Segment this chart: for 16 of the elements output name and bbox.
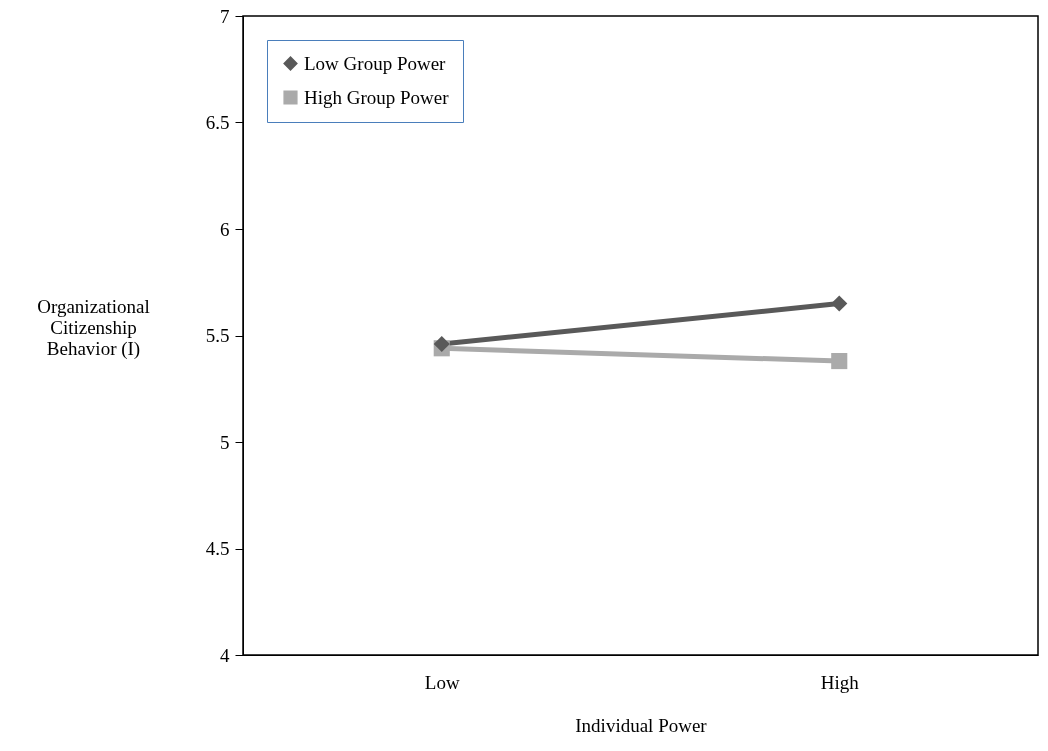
- x-axis-title: Individual Power: [575, 714, 708, 736]
- legend-label: Low Group Power: [304, 52, 447, 74]
- y-axis-title: Organizational Citizenship Behavior (I): [37, 295, 150, 360]
- y-tick-label: 6: [220, 218, 230, 240]
- point: [831, 295, 848, 312]
- x-tick-label: High: [820, 671, 860, 693]
- point: [433, 335, 450, 353]
- y-tick-label: 4.5: [205, 538, 230, 559]
- x-tick-label: Low: [424, 671, 460, 693]
- y-tick-label: 6.5: [205, 112, 230, 133]
- legend-label: High Group Power: [304, 86, 450, 108]
- y-tick-label: 4: [220, 644, 230, 666]
- y-tick-label: 5: [220, 431, 230, 453]
- y-tick-label: 7: [220, 5, 230, 27]
- y-tick-label: 5.5: [205, 325, 230, 346]
- point: [831, 353, 848, 370]
